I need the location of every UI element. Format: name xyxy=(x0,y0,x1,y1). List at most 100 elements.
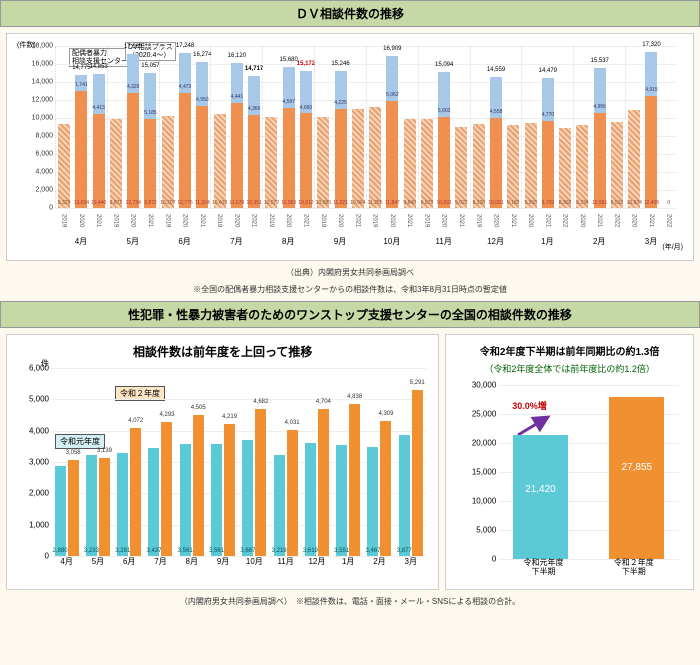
br-title: 令和2年度下半期は前年同期比の約1.3倍 xyxy=(454,343,685,358)
bl-bar-r1: 3,437 xyxy=(148,448,159,556)
dv-bar: 15,2464,22511,021 xyxy=(335,71,347,208)
onestop-monthly-chart: 件 令和元年度 令和２年度 01,0002,0003,0004,0005,000… xyxy=(15,364,430,574)
bl-bar-r1: 3,561 xyxy=(180,444,191,556)
bl-bar-r1: 3,233 xyxy=(86,455,97,556)
bl-month-group: 3,6874,682 xyxy=(239,368,270,556)
top-title-bar: ＤＶ相談件数の推移 xyxy=(0,0,700,27)
dv-bar: 17,3204,91512,405 xyxy=(645,52,657,208)
dv-bar: 11,255 xyxy=(369,107,381,208)
onestop-half-chart: 30.0%増 05,00010,00015,00020,00025,00030,… xyxy=(454,381,685,581)
bl-bar-r1: 3,687 xyxy=(242,440,253,556)
month-group: 11,255 16,9095,06211,847 9,840 xyxy=(366,46,418,208)
bottom-footnote: （内閣府男女共同参画局調べ） ※相談件数は、電話・面接・メール・SNSによる相談… xyxy=(0,596,700,607)
bl-month-group: 3,2333,139 xyxy=(82,368,113,556)
dv-bar: 16,2744,95011,324 xyxy=(196,62,208,208)
dv-bar: 14,4794,7709,709 xyxy=(542,78,554,208)
br-plot: 21,420 27,855 xyxy=(498,385,679,559)
bl-bar-r2: 4,682 xyxy=(255,409,266,556)
dv-bar: 16,9095,06211,847 xyxy=(386,56,398,208)
month-group: 9,879 15,0945,00310,091 9,022 xyxy=(418,46,470,208)
month-group: 9,393 14,4794,7709,709 8,902 xyxy=(521,46,573,208)
bl-bar-r2: 3,139 xyxy=(99,458,110,556)
top-chart-area: (件数) 配偶者暴力相談支援センター DV相談プラス（2020.4～） 02,0… xyxy=(6,33,694,261)
dv-bar: 15,5374,95610,581 xyxy=(594,68,606,208)
bl-month-group: 3,6194,704 xyxy=(301,368,332,556)
dv-bar: 8,902 xyxy=(559,128,571,208)
dv-bar: 16,1204,44111,679 xyxy=(231,63,243,208)
dv-bar: 9,329 xyxy=(58,124,70,208)
dv-bar: 9,182 xyxy=(507,125,519,208)
dv-bar: 9,326 xyxy=(473,124,485,208)
bl-bar-r1: 2,880 xyxy=(55,466,66,556)
dv-bar: 10,433 xyxy=(214,114,226,208)
bl-month-group: 2,8803,058 xyxy=(51,368,82,556)
br-bar: 21,420 xyxy=(513,435,568,559)
bl-month-group: 3,5614,505 xyxy=(176,368,207,556)
dv-bar: 10,083 xyxy=(317,117,329,208)
dv-bar: 9,022 xyxy=(455,127,467,208)
dv-bar: 10,207 xyxy=(162,116,174,208)
dv-bar: 9,516 xyxy=(611,122,623,208)
month-group: 10,083 15,2464,22511,021 10,964 xyxy=(314,46,366,208)
bl-bar-r2: 4,219 xyxy=(224,424,235,556)
month-group: 9,871 17,0634,32912,734 15,0575,1859,872 xyxy=(107,46,159,208)
mid-title-bar: 性犯罪・性暴力被害者のためのワンストップ支援センターの全国の相談件数の推移 xyxy=(0,301,700,328)
bl-bar-r2: 4,293 xyxy=(161,422,172,557)
bl-bar-r1: 3,619 xyxy=(305,443,316,556)
dv-chart: (件数) 配偶者暴力相談支援センター DV相談プラス（2020.4～） 02,0… xyxy=(15,42,685,252)
bl-bar-r2: 4,704 xyxy=(318,409,329,556)
dv-bar: 15,6804,59711,083 xyxy=(283,67,295,208)
dv-bar: 14,7751,74113,034 xyxy=(75,75,87,208)
bl-bar-r2: 4,505 xyxy=(193,415,204,556)
dv-bar: 10,964 xyxy=(352,109,364,208)
x-unit: (年/月) xyxy=(662,242,683,252)
bl-bar-r1: 3,281 xyxy=(117,453,128,556)
bl-month-group: 3,2194,031 xyxy=(270,368,301,556)
dv-bar: 9,840 xyxy=(404,119,416,208)
month-group: 10,92417,3204,91512,4050 xyxy=(625,46,677,208)
dv-bar: 14,8534,41310,440 xyxy=(93,74,105,208)
dv-bar: 10,072 xyxy=(265,117,277,208)
br-bar: 27,855 xyxy=(609,397,664,559)
dv-bar: 9,879 xyxy=(421,119,433,208)
bl-bar-r2: 4,031 xyxy=(287,430,298,556)
bl-bar-r1: 3,219 xyxy=(274,455,285,556)
bl-month-group: 3,5514,838 xyxy=(333,368,364,556)
dv-bar: 9,393 xyxy=(525,123,537,208)
bl-bar-r2: 4,309 xyxy=(380,421,391,556)
month-group: 10,072 15,6804,59711,083 15,1724,66010,512 xyxy=(262,46,314,208)
dv-bar: 9,234 xyxy=(576,125,588,208)
month-group: 10,207 17,2484,47312,775 16,2744,95011,324 xyxy=(159,46,211,208)
dv-bar: 17,0634,32912,734 xyxy=(127,54,139,208)
top-footnote-2: ※全国の配偶者暴力相談支援センターからの相談件数は、令和3年8月31日時点の暫定… xyxy=(0,284,700,295)
month-group: 10,433 16,1204,44111,679 14,7174,36610,351 xyxy=(210,46,262,208)
dv-bar: 14,5594,55810,001 xyxy=(490,77,502,208)
month-group: 9,234 15,5374,95610,581 9,516 xyxy=(573,46,625,208)
dv-bar: 10,924 xyxy=(628,110,640,208)
bl-month-group: 3,4674,309 xyxy=(364,368,395,556)
month-group: 9,329 14,7751,74113,034 14,8534,41310,440 xyxy=(55,46,107,208)
bl-panel: 相談件数は前年度を上回って推移 件 令和元年度 令和２年度 01,0002,00… xyxy=(6,334,439,590)
bl-bar-r1: 3,877 xyxy=(399,435,410,556)
dv-bar: 15,0575,1859,872 xyxy=(144,73,156,209)
bl-bar-r2: 4,072 xyxy=(130,428,141,556)
top-footnote-1: （出典）内閣府男女共同参画局調べ xyxy=(0,267,700,278)
bl-bar-r2: 5,291 xyxy=(412,390,423,556)
month-group: 9,326 14,5594,55810,001 9,182 xyxy=(470,46,522,208)
dv-bar: 15,0945,00310,091 xyxy=(438,72,450,208)
bl-bar-r2: 3,058 xyxy=(68,460,79,556)
dv-bar: 9,871 xyxy=(110,119,122,208)
dv-bar: 15,1724,66010,512 xyxy=(300,71,312,208)
dv-bar: 14,7174,36610,351 xyxy=(248,76,260,208)
bl-bar-r1: 3,467 xyxy=(367,447,378,556)
br-panel: 令和2年度下半期は前年同期比の約1.3倍 （令和2年度全体では前年度比の約1.2… xyxy=(445,334,694,590)
br-subtitle: （令和2年度全体では前年度比の約1.2倍） xyxy=(454,362,685,375)
bl-month-group: 3,5614,219 xyxy=(207,368,238,556)
bl-month-group: 3,4374,293 xyxy=(145,368,176,556)
bl-bar-r1: 3,551 xyxy=(336,445,347,556)
bl-month-group: 3,2814,072 xyxy=(114,368,145,556)
bl-bar-r1: 3,561 xyxy=(211,444,222,556)
bl-title: 相談件数は前年度を上回って推移 xyxy=(15,343,430,360)
bl-month-group: 3,8775,291 xyxy=(395,368,426,556)
dv-bar: 17,2484,47312,775 xyxy=(179,53,191,208)
